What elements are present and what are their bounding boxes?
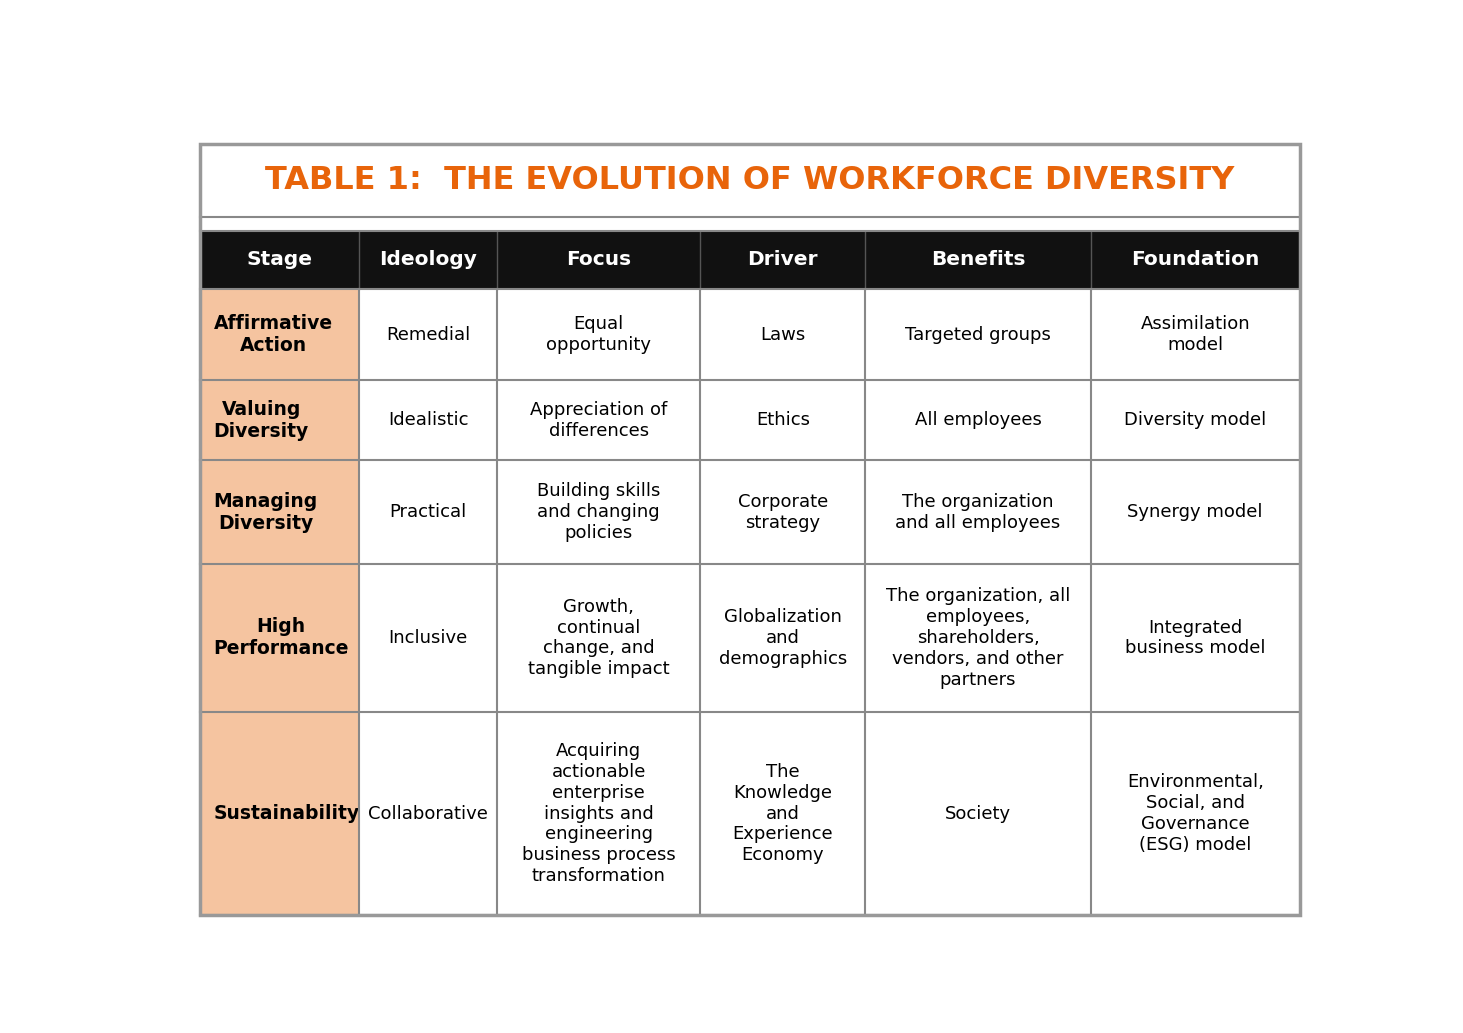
Bar xyxy=(497,288,701,380)
Text: Valuing
Diversity: Valuing Diversity xyxy=(214,400,309,441)
Bar xyxy=(865,564,1091,712)
Text: Diversity model: Diversity model xyxy=(1124,411,1267,430)
Text: Synergy model: Synergy model xyxy=(1128,503,1263,522)
Text: Idealistic: Idealistic xyxy=(388,411,468,430)
Bar xyxy=(1091,564,1299,712)
Text: Focus: Focus xyxy=(566,250,631,270)
Bar xyxy=(200,712,360,915)
Text: High
Performance: High Performance xyxy=(214,618,350,658)
Bar xyxy=(1091,288,1299,380)
Text: Managing
Diversity: Managing Diversity xyxy=(214,492,317,533)
Bar xyxy=(701,712,865,915)
Bar xyxy=(865,288,1091,380)
Text: Acquiring
actionable
enterprise
insights and
engineering
business process
transf: Acquiring actionable enterprise insights… xyxy=(522,742,676,885)
Text: Ethics: Ethics xyxy=(756,411,811,430)
Bar xyxy=(200,217,1299,231)
Bar xyxy=(865,712,1091,915)
Bar xyxy=(360,380,497,461)
Bar xyxy=(1091,712,1299,915)
Text: Integrated
business model: Integrated business model xyxy=(1125,619,1265,657)
Bar xyxy=(1091,380,1299,461)
Text: TABLE 1:  THE EVOLUTION OF WORKFORCE DIVERSITY: TABLE 1: THE EVOLUTION OF WORKFORCE DIVE… xyxy=(265,165,1235,196)
Text: Affirmative
Action: Affirmative Action xyxy=(214,314,332,355)
Text: Inclusive: Inclusive xyxy=(389,629,468,647)
Text: Ideology: Ideology xyxy=(379,250,477,270)
Text: Collaborative: Collaborative xyxy=(369,805,489,822)
Text: The
Knowledge
and
Experience
Economy: The Knowledge and Experience Economy xyxy=(733,763,832,865)
Text: Laws: Laws xyxy=(761,325,806,344)
Bar xyxy=(701,380,865,461)
Bar xyxy=(1091,461,1299,564)
Text: Assimilation
model: Assimilation model xyxy=(1140,315,1249,354)
Text: Foundation: Foundation xyxy=(1131,250,1260,270)
Bar xyxy=(360,564,497,712)
Text: All employees: All employees xyxy=(914,411,1042,430)
Text: Sustainability: Sustainability xyxy=(214,804,360,823)
Bar xyxy=(360,712,497,915)
Bar xyxy=(360,461,497,564)
Bar xyxy=(701,288,865,380)
Bar xyxy=(701,461,865,564)
Text: Building skills
and changing
policies: Building skills and changing policies xyxy=(537,482,660,542)
Text: Stage: Stage xyxy=(247,250,313,270)
Text: Corporate
strategy: Corporate strategy xyxy=(737,493,828,532)
Bar xyxy=(497,380,701,461)
Text: Environmental,
Social, and
Governance
(ESG) model: Environmental, Social, and Governance (E… xyxy=(1127,774,1264,854)
Text: Driver: Driver xyxy=(748,250,818,270)
Bar xyxy=(200,461,360,564)
Text: Targeted groups: Targeted groups xyxy=(906,325,1050,344)
Bar xyxy=(200,144,1299,217)
Bar xyxy=(200,231,1299,288)
Bar xyxy=(200,288,360,380)
Text: Benefits: Benefits xyxy=(930,250,1026,270)
Bar xyxy=(497,712,701,915)
Text: Growth,
continual
change, and
tangible impact: Growth, continual change, and tangible i… xyxy=(528,598,670,678)
Text: Practical: Practical xyxy=(389,503,467,522)
Text: Equal
opportunity: Equal opportunity xyxy=(546,315,651,354)
Bar xyxy=(200,564,360,712)
Text: The organization, all
employees,
shareholders,
vendors, and other
partners: The organization, all employees, shareho… xyxy=(885,588,1071,689)
Bar xyxy=(497,461,701,564)
Text: Remedial: Remedial xyxy=(386,325,470,344)
Bar xyxy=(701,564,865,712)
Bar xyxy=(200,380,360,461)
Bar xyxy=(497,564,701,712)
Text: Appreciation of
differences: Appreciation of differences xyxy=(530,401,667,440)
Text: The organization
and all employees: The organization and all employees xyxy=(895,493,1061,532)
Bar xyxy=(865,461,1091,564)
Text: Society: Society xyxy=(945,805,1011,822)
Bar xyxy=(360,288,497,380)
Bar xyxy=(865,380,1091,461)
Text: Globalization
and
demographics: Globalization and demographics xyxy=(718,608,847,667)
